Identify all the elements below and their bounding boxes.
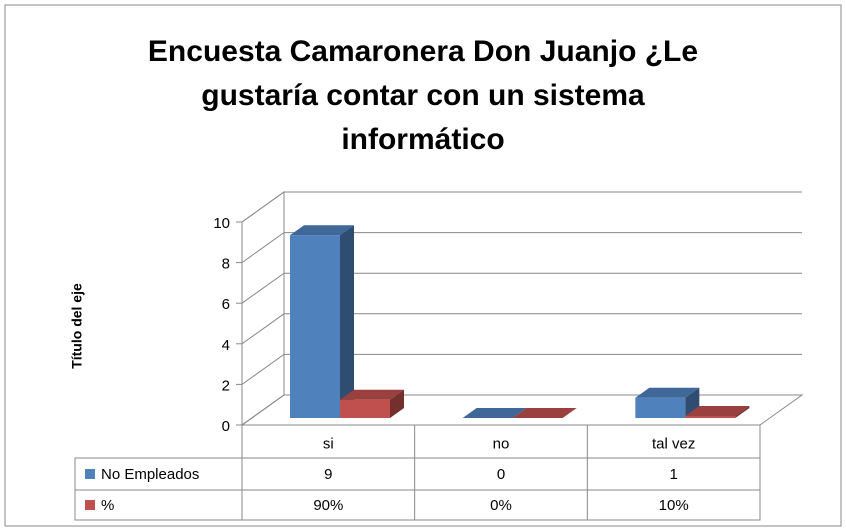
legend-key xyxy=(85,469,95,479)
bar-face xyxy=(340,389,404,400)
bar-face xyxy=(635,397,686,418)
grid-line xyxy=(241,394,802,426)
x-tick-label: no xyxy=(493,435,510,452)
y-tick-label: 10 xyxy=(213,215,230,232)
bar-face xyxy=(685,405,750,416)
bar-face xyxy=(735,405,750,418)
y-tick-label: 4 xyxy=(222,337,230,354)
y-axis-title: Título del eje xyxy=(69,283,85,369)
bar xyxy=(685,405,750,418)
data-label: 1 xyxy=(669,466,677,483)
y-tick-label: 2 xyxy=(222,377,230,394)
bar-face xyxy=(340,225,354,418)
bar-face xyxy=(290,235,340,418)
chart-title: Encuesta Camaronera Don Juanjo ¿Le gusta… xyxy=(147,35,699,156)
bar-face xyxy=(340,399,390,418)
bar-face xyxy=(685,415,736,418)
data-label: 9 xyxy=(324,466,332,483)
y-tick-label: 6 xyxy=(222,296,230,313)
legend-label: % xyxy=(101,497,114,514)
chart-border xyxy=(4,4,842,527)
data-label: 90% xyxy=(313,497,343,514)
bar-face xyxy=(390,389,404,418)
legend-label: No Empleados xyxy=(101,466,199,483)
bar xyxy=(290,225,354,418)
data-label: 0 xyxy=(497,466,505,483)
bar xyxy=(635,387,700,418)
data-label: 10% xyxy=(659,497,689,514)
grid-line xyxy=(241,191,802,223)
data-label: 0% xyxy=(490,497,512,514)
bar xyxy=(512,408,577,418)
x-tick-label: tal vez xyxy=(652,435,695,452)
x-tick-label: si xyxy=(323,435,334,452)
grid-line xyxy=(241,272,802,304)
bar-face xyxy=(635,387,700,398)
grid-line xyxy=(241,313,802,345)
grid-line xyxy=(241,232,802,264)
bar xyxy=(462,408,527,418)
bar-face xyxy=(290,225,354,236)
bar-face xyxy=(462,408,527,418)
grid-line xyxy=(241,353,802,385)
legend-key xyxy=(85,500,95,510)
bar xyxy=(340,389,404,418)
y-tick-label: 0 xyxy=(222,418,230,435)
y-tick-label: 8 xyxy=(222,256,230,273)
bar-face xyxy=(512,408,577,418)
